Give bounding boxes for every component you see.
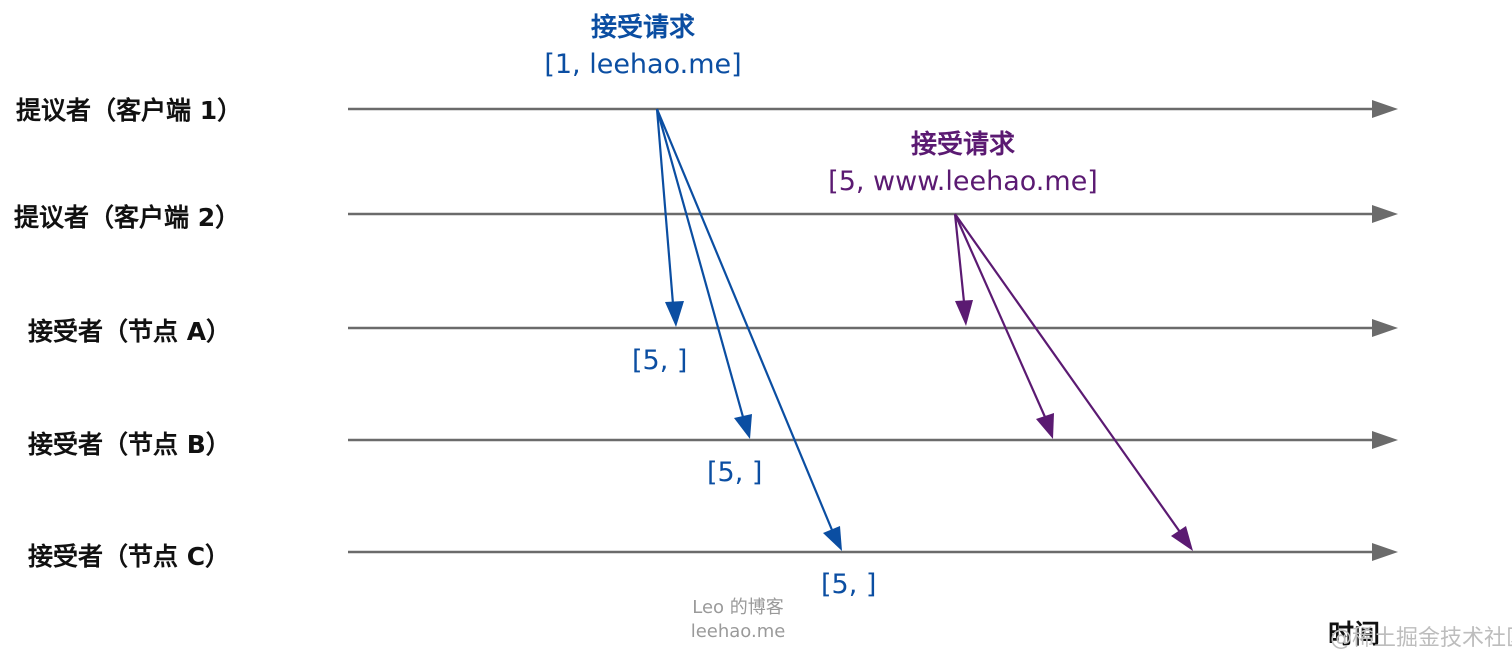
- client1-messages: [655, 108, 834, 531]
- timelines: [348, 107, 1372, 554]
- msg-c1-to-a: [655, 108, 675, 305]
- client2-arrowheads: [955, 300, 1193, 551]
- arrowhead-icon: [955, 300, 973, 326]
- arrowhead-icon: [1372, 205, 1398, 223]
- actor-label-node-a: 接受者（节点 A）: [28, 317, 232, 346]
- blog-watermark-name: Leo 的博客: [692, 597, 784, 618]
- timeline-arrowheads: [1372, 100, 1398, 561]
- actor-label-client-1: 提议者（客户端 1）: [16, 96, 243, 125]
- blog-watermark-url: leehao.me: [690, 621, 786, 642]
- arrowhead-icon: [1372, 100, 1398, 118]
- msg-c2-to-b: [953, 213, 1047, 418]
- response-node-a: [5, ]: [632, 345, 688, 376]
- request-value-client-1: [1, leehao.me]: [544, 49, 742, 80]
- msg-c1-to-c: [655, 108, 834, 531]
- response-node-b: [5, ]: [707, 457, 763, 488]
- request-title-client-1: 接受请求: [590, 13, 695, 43]
- request-title-client-2: 接受请求: [910, 130, 1015, 160]
- arrowhead-icon: [1372, 431, 1398, 449]
- actor-label-client-2: 提议者（客户端 2）: [14, 203, 241, 232]
- arrowhead-icon: [823, 526, 842, 551]
- msg-c2-to-c: [954, 213, 1181, 533]
- arrowhead-icon: [1171, 526, 1193, 551]
- arrowhead-icon: [734, 414, 752, 439]
- actor-label-node-b: 接受者（节点 B）: [28, 430, 231, 459]
- request-value-client-2: [5, www.leehao.me]: [828, 166, 1098, 197]
- actor-label-node-c: 接受者（节点 C）: [28, 542, 231, 571]
- client2-messages: [953, 213, 1181, 533]
- arrowhead-icon: [1372, 319, 1398, 337]
- response-node-c: [5, ]: [821, 569, 877, 600]
- arrowhead-icon: [665, 301, 684, 327]
- arrowhead-icon: [1036, 413, 1054, 439]
- site-watermark: @稀土掘金技术社区: [1330, 626, 1512, 651]
- client1-arrowheads: [665, 301, 842, 551]
- time-axis-label: 时间: [1328, 620, 1381, 650]
- msg-c1-to-b: [655, 108, 745, 418]
- arrowhead-icon: [1372, 543, 1398, 561]
- msg-c2-to-a: [953, 213, 966, 303]
